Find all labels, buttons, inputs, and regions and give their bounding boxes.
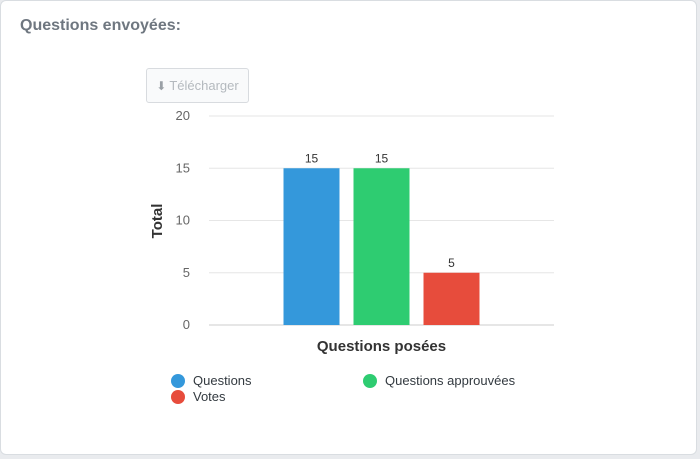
data-label: 15 — [375, 151, 389, 165]
legend-item-votes[interactable]: Votes — [171, 389, 226, 404]
x-axis-title: Questions posées — [317, 338, 446, 355]
chart-legend: Questions Questions approuvées Votes — [171, 373, 571, 413]
y-tick-label: 20 — [176, 108, 190, 123]
legend-label-approved: Questions approuvées — [385, 373, 516, 388]
data-label: 5 — [448, 256, 455, 270]
y-axis-title: Total — [149, 204, 166, 239]
bar-votes — [423, 272, 480, 325]
y-tick-label: 5 — [183, 265, 190, 280]
card-title: Questions envoyées: — [20, 17, 181, 34]
legend-dot-approved — [363, 373, 377, 388]
legend-dot-votes — [171, 389, 185, 404]
download-button-label: Télécharger — [169, 78, 239, 93]
bar-questions — [283, 168, 340, 325]
legend-label-votes: Votes — [193, 389, 226, 404]
y-tick-label: 15 — [176, 160, 190, 175]
download-arrow-icon: ⬇ — [156, 78, 167, 93]
bar-questions-approuv-es — [353, 168, 410, 325]
y-tick-label: 0 — [183, 317, 190, 332]
legend-item-questions[interactable]: Questions — [171, 373, 252, 388]
y-tick-label: 10 — [176, 213, 190, 228]
data-label: 15 — [305, 151, 319, 165]
download-button[interactable]: ⬇ Télécharger — [146, 68, 249, 103]
legend-item-approved[interactable]: Questions approuvées — [363, 373, 515, 388]
legend-label-questions: Questions — [193, 373, 252, 388]
legend-dot-questions — [171, 373, 185, 388]
